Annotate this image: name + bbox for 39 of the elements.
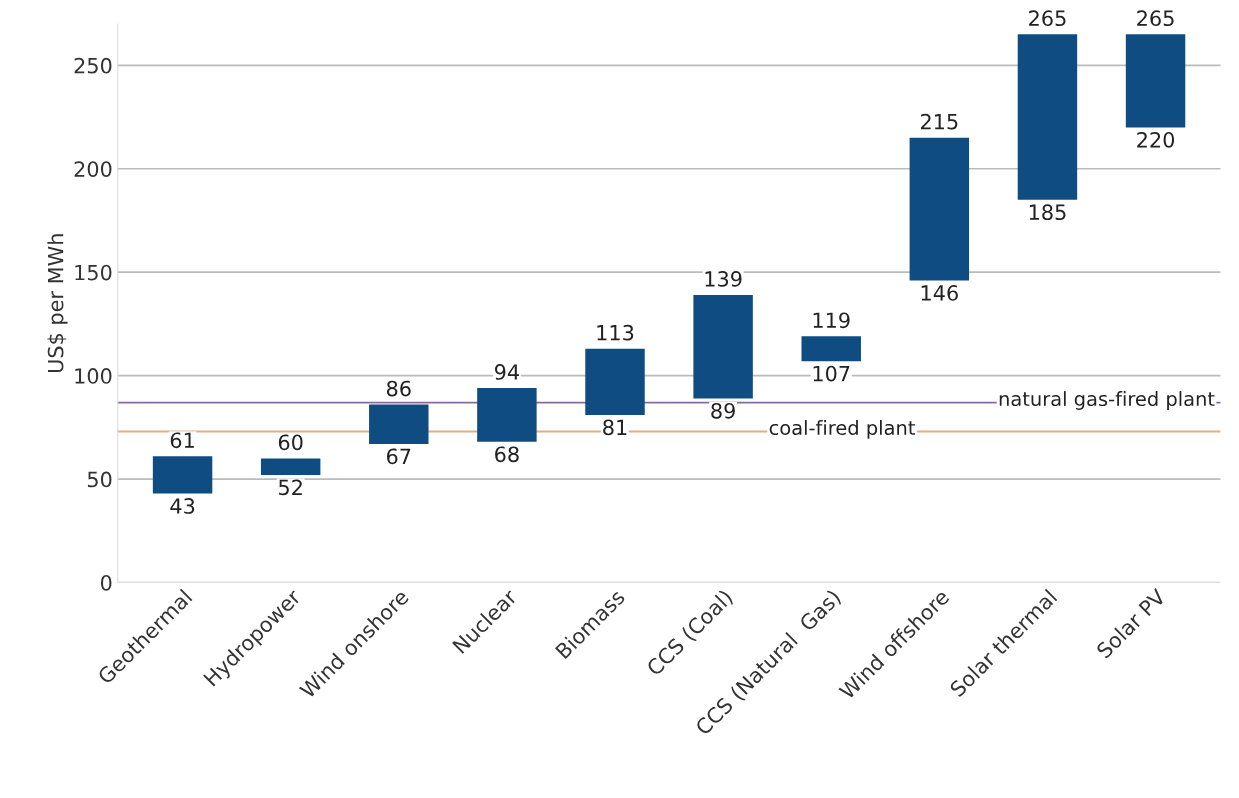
annotation: 67 [386, 448, 411, 465]
annotation: 119 [813, 312, 850, 329]
annotation: 89 [711, 402, 735, 419]
annotation: 68 [495, 446, 519, 463]
annotation: 113 [597, 324, 634, 341]
bar [1125, 34, 1186, 128]
y-tick-label: 50 [87, 471, 112, 488]
annotation: 107 [813, 365, 850, 382]
bar [909, 137, 970, 281]
y-tick-label: 100 [75, 368, 112, 384]
annotation: 43 [170, 498, 195, 514]
y-tick-label: 150 [75, 264, 112, 281]
ref-line-label: natural gas-fired plant [999, 391, 1215, 410]
y-tick-label: 250 [74, 57, 112, 74]
bar [369, 404, 429, 444]
y-tick-label: 0 [100, 574, 112, 591]
y-tick-label: 200 [74, 161, 112, 177]
annotation: 86 [386, 380, 411, 397]
annotation: 215 [920, 113, 958, 130]
annotation: 61 [170, 432, 194, 449]
annotation: 139 [705, 271, 742, 287]
bar [801, 336, 861, 362]
annotation: 220 [1137, 131, 1175, 148]
bar [477, 388, 537, 442]
annotation: 60 [278, 434, 303, 451]
bar [585, 348, 645, 415]
y-axis-title: US$ per MWh [47, 234, 68, 373]
annotation: 265 [1029, 10, 1066, 27]
annotation: 265 [1137, 10, 1174, 27]
annotation: 94 [494, 364, 519, 380]
ref-line-label: coal-fired plant [769, 420, 915, 439]
bar [152, 456, 213, 494]
annotation: 146 [921, 285, 958, 301]
annotation: 185 [1029, 204, 1066, 221]
bar [260, 458, 321, 475]
bar [1017, 34, 1078, 200]
bar [693, 294, 753, 399]
annotation: 52 [279, 479, 302, 496]
annotation: 81 [603, 419, 627, 436]
